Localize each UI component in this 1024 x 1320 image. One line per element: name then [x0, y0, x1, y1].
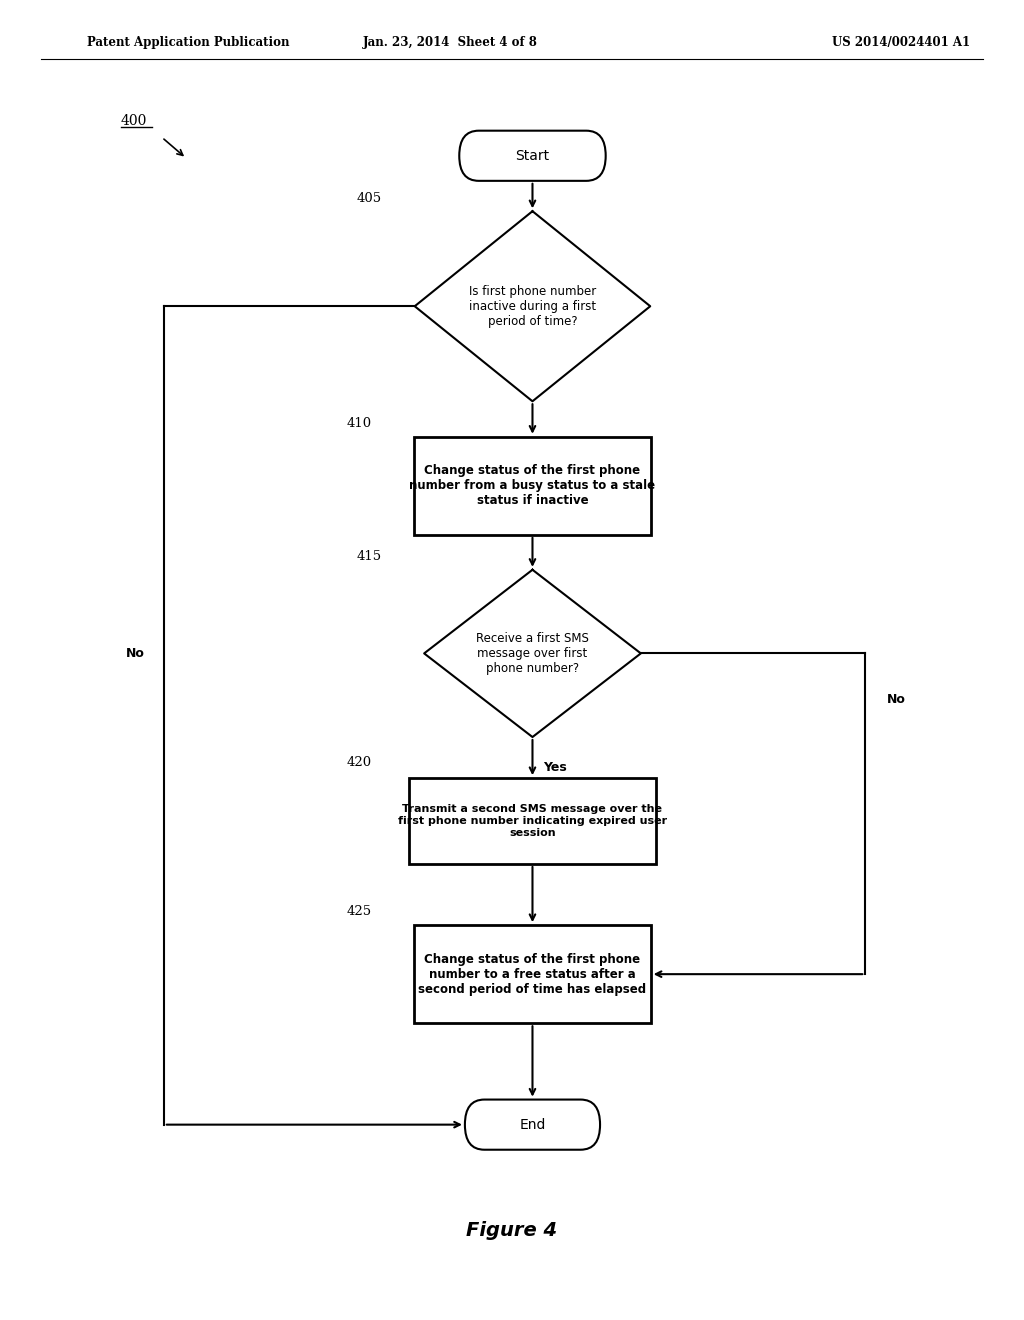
Text: Change status of the first phone
number to a free status after a
second period o: Change status of the first phone number …: [419, 953, 646, 995]
Text: 405: 405: [356, 191, 382, 205]
Text: Jan. 23, 2014  Sheet 4 of 8: Jan. 23, 2014 Sheet 4 of 8: [364, 36, 538, 49]
Text: Start: Start: [515, 149, 550, 162]
FancyBboxPatch shape: [409, 777, 656, 865]
Text: No: No: [126, 647, 144, 660]
Text: 425: 425: [346, 906, 372, 919]
Text: 420: 420: [346, 756, 372, 768]
Text: Transmit a second SMS message over the
first phone number indicating expired use: Transmit a second SMS message over the f…: [398, 804, 667, 838]
FancyBboxPatch shape: [465, 1100, 600, 1150]
Text: End: End: [519, 1118, 546, 1131]
Text: Change status of the first phone
number from a busy status to a stale
status if : Change status of the first phone number …: [410, 465, 655, 507]
FancyBboxPatch shape: [414, 925, 651, 1023]
Text: Patent Application Publication: Patent Application Publication: [87, 36, 290, 49]
Text: 415: 415: [356, 550, 382, 564]
Text: Is first phone number
inactive during a first
period of time?: Is first phone number inactive during a …: [469, 285, 596, 327]
FancyBboxPatch shape: [414, 437, 651, 535]
FancyBboxPatch shape: [459, 131, 606, 181]
Text: Receive a first SMS
message over first
phone number?: Receive a first SMS message over first p…: [476, 632, 589, 675]
Text: 410: 410: [346, 417, 372, 430]
Text: No: No: [887, 693, 905, 706]
Text: Figure 4: Figure 4: [467, 1221, 557, 1239]
Text: Yes: Yes: [543, 760, 567, 774]
Text: US 2014/0024401 A1: US 2014/0024401 A1: [833, 36, 970, 49]
Text: 400: 400: [121, 115, 147, 128]
